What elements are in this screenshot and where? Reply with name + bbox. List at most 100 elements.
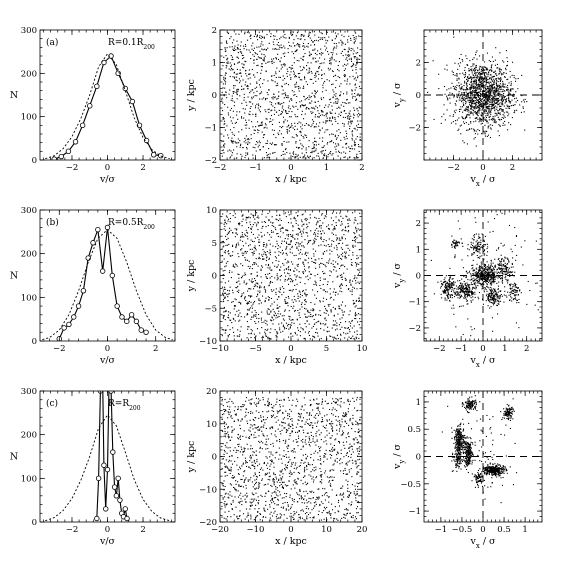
plot-area: [45, 53, 170, 160]
scatter-point: [485, 79, 487, 81]
scatter-point: [224, 292, 227, 294]
scatter-point: [228, 250, 230, 252]
scatter-point: [232, 317, 234, 319]
scatter-point: [325, 309, 328, 311]
scatter-point: [508, 105, 510, 107]
scatter-point: [337, 116, 339, 118]
scatter-point: [340, 265, 342, 267]
scatter-point: [299, 156, 301, 158]
scatter-point: [354, 145, 356, 147]
scatter-point: [502, 82, 504, 84]
scatter-point: [334, 307, 336, 310]
scatter-point: [510, 84, 512, 87]
data-point: [143, 329, 149, 335]
scatter-point: [241, 225, 243, 227]
scatter-point: [221, 140, 223, 143]
scatter-point: [262, 82, 264, 85]
scatter-point: [474, 108, 476, 110]
scatter-point: [259, 149, 262, 151]
scatter-point: [250, 134, 252, 136]
scatter-point: [274, 277, 276, 279]
scatter-point: [222, 65, 224, 67]
scatter-point: [222, 213, 224, 215]
scatter-point: [266, 155, 268, 157]
scatter-point: [359, 138, 361, 141]
scatter-point: [277, 95, 280, 97]
scatter-point: [302, 104, 304, 106]
scatter-point: [283, 269, 285, 271]
scatter-point: [251, 281, 253, 284]
scatter-point: [497, 98, 499, 100]
scatter-point: [302, 59, 304, 61]
scatter-point: [244, 43, 247, 46]
scatter-point: [281, 85, 283, 87]
scatter-point: [469, 128, 471, 130]
scatter-point: [463, 85, 465, 87]
scatter-point: [311, 92, 313, 94]
scatter-point: [266, 34, 268, 36]
scatter-point: [254, 129, 256, 132]
scatter-point: [224, 329, 226, 331]
scatter-point: [483, 74, 485, 76]
scatter-point: [475, 76, 477, 78]
scatter-point: [328, 305, 330, 307]
scatter-point: [255, 126, 257, 128]
scatter-point: [332, 52, 334, 54]
scatter-point: [321, 77, 323, 80]
scatter-point: [225, 72, 227, 74]
scatter-point: [315, 281, 317, 283]
scatter-point: [267, 264, 270, 267]
scatter-point: [224, 286, 226, 288]
scatter-point: [263, 157, 265, 159]
scatter-point: [229, 270, 231, 272]
scatter-point: [456, 72, 458, 75]
scatter-point: [304, 113, 306, 115]
scatter-point: [308, 146, 310, 148]
scatter-point: [297, 38, 299, 40]
scatter-point: [464, 73, 467, 75]
scatter-point: [338, 242, 340, 244]
scatter-point: [263, 244, 265, 246]
scatter-point: [346, 98, 348, 101]
scatter-point: [273, 43, 275, 46]
scatter-point: [350, 37, 352, 39]
scatter-point: [492, 100, 494, 102]
scatter-point: [358, 297, 360, 299]
scatter-point: [485, 93, 487, 95]
scatter-point: [336, 254, 339, 256]
scatter-point: [245, 135, 248, 137]
scatter-point: [355, 79, 357, 81]
scatter-point: [286, 229, 288, 231]
scatter-point: [471, 72, 473, 74]
scatter-point: [293, 74, 295, 76]
scatter-point: [301, 124, 303, 126]
scatter-point: [499, 125, 501, 127]
scatter-point: [490, 87, 492, 89]
scatter-point: [257, 313, 260, 316]
scatter-point: [271, 269, 273, 271]
scatter-point: [490, 108, 493, 110]
scatter-point: [237, 90, 239, 92]
scatter-point: [486, 69, 489, 71]
scatter-point: [291, 281, 294, 283]
scatter-point: [470, 106, 472, 108]
scatter-point: [288, 124, 290, 126]
scatter-point: [354, 144, 357, 146]
scatter-point: [322, 230, 324, 232]
scatter-point: [347, 231, 349, 233]
scatter-point: [241, 102, 243, 104]
scatter-point: [298, 290, 300, 292]
scatter-point: [233, 140, 235, 142]
scatter-point: [249, 83, 251, 85]
scatter-point: [321, 38, 323, 40]
scatter-point: [475, 88, 477, 90]
scatter-point: [290, 222, 292, 224]
scatter-point: [480, 68, 482, 71]
scatter-point: [245, 152, 247, 154]
scatter-point: [291, 99, 293, 101]
scatter-point: [474, 129, 476, 131]
scatter-point: [355, 336, 357, 338]
scatter-point: [293, 153, 295, 155]
scatter-point: [462, 116, 464, 118]
scatter-point: [492, 91, 494, 93]
